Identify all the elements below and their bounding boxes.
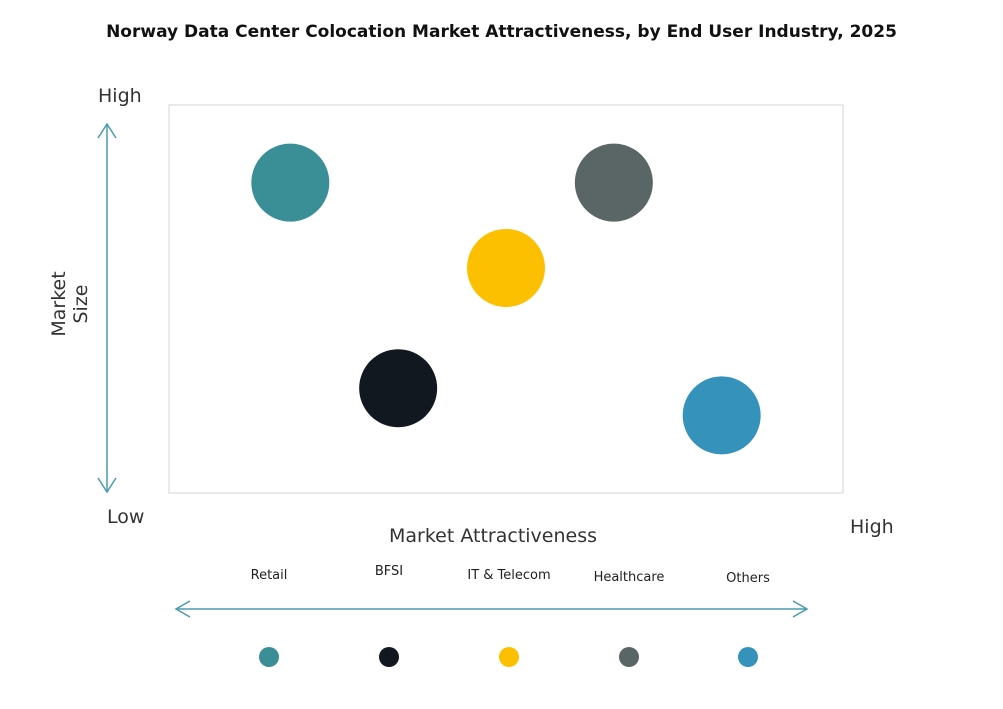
x-high-label: High xyxy=(850,516,894,538)
legend-arrow xyxy=(174,600,809,618)
bubble-healthcare xyxy=(574,143,653,222)
legend-dot xyxy=(379,647,399,667)
bubble-others xyxy=(682,376,761,455)
chart-title: Norway Data Center Colocation Market Att… xyxy=(106,22,897,42)
y-high-label: High xyxy=(98,85,142,107)
low-label: Low xyxy=(107,506,145,528)
x-axis-label: Market Attractiveness xyxy=(389,525,598,547)
legend-dot xyxy=(738,647,758,667)
legend-dot xyxy=(499,647,519,667)
legend-dot xyxy=(259,647,279,667)
legend-label: IT & Telecom xyxy=(467,568,551,583)
legend-label: BFSI xyxy=(374,564,404,579)
legend-label: Others xyxy=(726,571,770,586)
bubble-it-telecom xyxy=(467,228,545,307)
legend-dot xyxy=(619,647,639,667)
legend-label: Healthcare xyxy=(593,570,665,585)
y-axis-arrow xyxy=(97,122,117,494)
bubble-bfsi xyxy=(359,349,438,428)
bubble-retail xyxy=(251,143,330,222)
legend-label: Retail xyxy=(250,568,288,583)
